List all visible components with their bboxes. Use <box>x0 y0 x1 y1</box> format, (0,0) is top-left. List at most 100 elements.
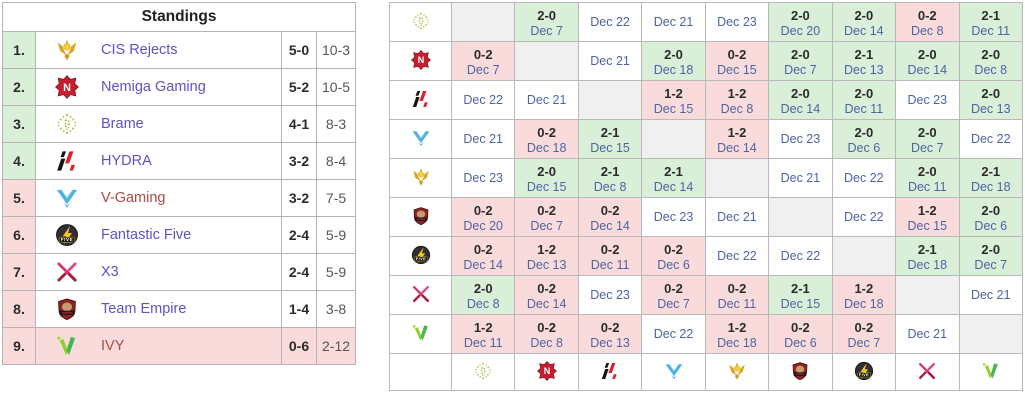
match-date-link[interactable]: Dec 18 <box>970 179 1011 194</box>
ivy-logo-icon[interactable] <box>55 334 79 358</box>
match-date-link[interactable]: Dec 23 <box>463 171 504 185</box>
match-date-link[interactable]: Dec 7 <box>847 335 881 350</box>
match-date-link[interactable]: Dec 22 <box>717 249 757 263</box>
match-date-link[interactable]: Dec 15 <box>717 62 757 77</box>
x3-logo-icon[interactable] <box>55 260 79 284</box>
nemiga-logo-icon[interactable]: N <box>535 359 559 383</box>
ivy-logo-icon[interactable] <box>409 321 433 345</box>
match-date-link[interactable]: Dec 22 <box>844 171 884 185</box>
match-date-link[interactable]: Dec 23 <box>717 15 757 29</box>
fantastic-five-logo-icon[interactable]: FIVE <box>55 223 79 247</box>
match-date-link[interactable]: Dec 21 <box>463 132 504 146</box>
match-date-link[interactable]: Dec 14 <box>780 101 821 116</box>
match-date-link[interactable]: Dec 8 <box>530 335 563 350</box>
match-date-link[interactable]: Dec 14 <box>590 218 630 233</box>
match-date-link[interactable]: Dec 8 <box>720 101 754 116</box>
match-date-link[interactable]: Dec 20 <box>780 23 821 38</box>
match-date-link[interactable]: Dec 22 <box>653 327 694 341</box>
match-date-link[interactable]: Dec 14 <box>653 179 694 194</box>
match-date-link[interactable]: Dec 18 <box>653 62 694 77</box>
match-date-link[interactable]: Dec 11 <box>844 101 884 116</box>
match-date-link[interactable]: Dec 23 <box>780 132 821 146</box>
team-link[interactable]: IVY <box>101 338 125 354</box>
nemiga-logo-icon[interactable]: N <box>55 75 79 99</box>
match-date-link[interactable]: Dec 7 <box>910 140 944 155</box>
v-gaming-logo-icon[interactable] <box>409 126 433 150</box>
match-date-link[interactable]: Dec 13 <box>590 335 630 350</box>
match-date-link[interactable]: Dec 8 <box>466 296 500 311</box>
match-date-link[interactable]: Dec 23 <box>653 210 694 224</box>
ivy-logo-icon[interactable] <box>979 359 1003 383</box>
team-link[interactable]: Nemiga Gaming <box>101 79 206 95</box>
match-date-link[interactable]: Dec 6 <box>657 257 690 272</box>
team-empire-logo-icon[interactable] <box>788 359 812 383</box>
match-date-link[interactable]: Dec 21 <box>590 54 630 68</box>
match-date-link[interactable]: Dec 21 <box>717 210 757 224</box>
match-date-link[interactable]: Dec 15 <box>526 179 567 194</box>
brame-logo-icon[interactable] <box>55 112 79 136</box>
team-link[interactable]: Brame <box>101 116 144 132</box>
team-link[interactable]: Team Empire <box>101 301 187 317</box>
match-date-link[interactable]: Dec 11 <box>590 257 630 272</box>
match-date-link[interactable]: Dec 14 <box>844 23 884 38</box>
match-date-link[interactable]: Dec 7 <box>530 218 563 233</box>
match-date-link[interactable]: Dec 11 <box>907 179 947 194</box>
match-date-link[interactable]: Dec 13 <box>970 101 1011 116</box>
match-date-link[interactable]: Dec 21 <box>907 327 948 341</box>
x3-logo-icon[interactable] <box>915 359 939 383</box>
team-empire-logo-icon[interactable] <box>55 297 79 321</box>
match-date-link[interactable]: Dec 7 <box>974 257 1008 272</box>
match-date-link[interactable]: Dec 6 <box>974 218 1008 233</box>
match-date-link[interactable]: Dec 21 <box>970 288 1011 302</box>
match-date-link[interactable]: Dec 14 <box>526 296 567 311</box>
match-date-link[interactable]: Dec 15 <box>907 218 948 233</box>
match-date-link[interactable]: Dec 7 <box>466 62 500 77</box>
match-date-link[interactable]: Dec 18 <box>844 296 884 311</box>
match-date-link[interactable]: Dec 11 <box>971 23 1011 38</box>
brame-logo-icon[interactable] <box>409 9 433 33</box>
match-date-link[interactable]: Dec 23 <box>907 93 948 107</box>
match-date-link[interactable]: Dec 22 <box>970 132 1011 146</box>
team-empire-logo-icon[interactable] <box>409 204 433 228</box>
team-link[interactable]: V-Gaming <box>101 190 166 206</box>
match-date-link[interactable]: Dec 22 <box>844 210 884 224</box>
match-date-link[interactable]: Dec 8 <box>910 23 944 38</box>
match-date-link[interactable]: Dec 21 <box>526 93 567 107</box>
team-link[interactable]: HYDRA <box>101 153 152 169</box>
fantastic-five-logo-icon[interactable]: FIVE <box>409 243 433 267</box>
match-date-link[interactable]: Dec 18 <box>526 140 567 155</box>
fantastic-five-logo-icon[interactable]: FIVE <box>852 359 876 383</box>
team-link[interactable]: CIS Rejects <box>101 42 178 58</box>
match-date-link[interactable]: Dec 14 <box>907 62 948 77</box>
match-date-link[interactable]: Dec 21 <box>653 15 694 29</box>
match-date-link[interactable]: Dec 22 <box>780 249 821 263</box>
match-date-link[interactable]: Dec 18 <box>907 257 948 272</box>
match-date-link[interactable]: Dec 23 <box>590 288 630 302</box>
hydra-logo-icon[interactable] <box>409 87 433 111</box>
match-date-link[interactable]: Dec 13 <box>526 257 567 272</box>
match-date-link[interactable]: Dec 14 <box>717 140 757 155</box>
match-date-link[interactable]: Dec 8 <box>974 62 1008 77</box>
match-date-link[interactable]: Dec 6 <box>847 140 881 155</box>
cis-rejects-logo-icon[interactable] <box>55 38 79 62</box>
match-date-link[interactable]: Dec 11 <box>463 335 503 350</box>
match-date-link[interactable]: Dec 15 <box>590 140 630 155</box>
match-date-link[interactable]: Dec 22 <box>590 15 630 29</box>
hydra-logo-icon[interactable] <box>598 359 622 383</box>
match-date-link[interactable]: Dec 7 <box>657 296 690 311</box>
team-link[interactable]: X3 <box>101 264 119 280</box>
match-date-link[interactable]: Dec 7 <box>530 23 563 38</box>
v-gaming-logo-icon[interactable] <box>55 186 79 210</box>
match-date-link[interactable]: Dec 22 <box>463 93 504 107</box>
match-date-link[interactable]: Dec 11 <box>717 296 757 311</box>
match-date-link[interactable]: Dec 15 <box>780 296 821 311</box>
x3-logo-icon[interactable] <box>409 282 433 306</box>
team-link[interactable]: Fantastic Five <box>101 227 192 243</box>
match-date-link[interactable]: Dec 8 <box>593 179 627 194</box>
hydra-logo-icon[interactable] <box>55 149 79 173</box>
match-date-link[interactable]: Dec 7 <box>784 62 817 77</box>
v-gaming-logo-icon[interactable] <box>662 359 686 383</box>
brame-logo-icon[interactable] <box>471 359 495 383</box>
match-date-link[interactable]: Dec 14 <box>463 257 504 272</box>
cis-rejects-logo-icon[interactable] <box>409 165 433 189</box>
